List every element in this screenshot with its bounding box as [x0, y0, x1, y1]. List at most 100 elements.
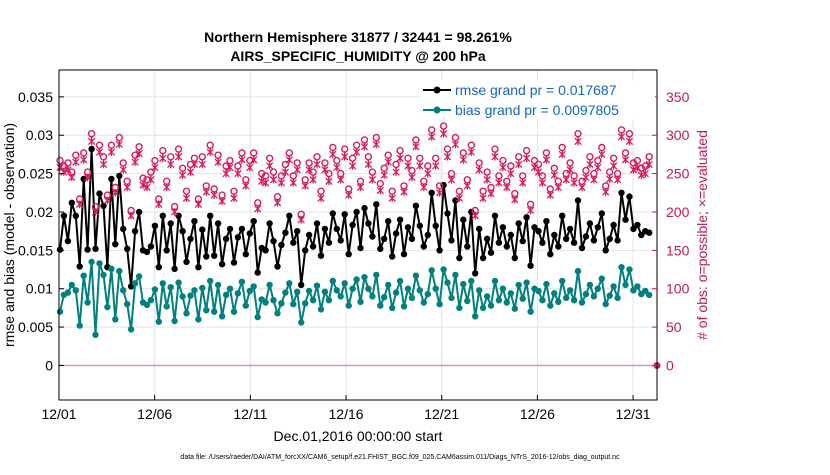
obs-evaluated-marker	[416, 162, 424, 170]
data-point	[143, 248, 151, 256]
data-point	[610, 221, 617, 229]
obs-evaluated-marker	[309, 175, 317, 184]
data-point	[329, 277, 336, 285]
data-point	[424, 231, 431, 239]
data-point	[112, 241, 119, 248]
data-point	[171, 265, 178, 272]
data-point	[155, 264, 162, 271]
right-tick-label: 150	[666, 242, 690, 258]
data-point	[479, 254, 487, 262]
left-tick-label: 0.015	[18, 242, 53, 258]
data-point	[246, 230, 253, 237]
data-point	[278, 300, 285, 307]
obs-evaluated-marker	[265, 162, 274, 170]
obs-evaluated-marker	[360, 142, 369, 151]
obs-evaluated-marker	[99, 160, 108, 169]
data-point	[373, 201, 380, 208]
obs-evaluated-marker	[123, 183, 131, 192]
data-point	[483, 293, 491, 300]
obs-evaluated-marker	[182, 194, 191, 202]
obs-evaluated-marker	[582, 173, 590, 182]
obs-evaluated-marker	[609, 162, 618, 170]
obs-evaluated-marker	[76, 200, 84, 209]
obs-evaluated-marker	[139, 181, 147, 189]
obs-evaluated-marker	[602, 188, 610, 196]
obs-evaluated-marker	[60, 168, 68, 176]
data-point	[570, 239, 578, 246]
data-point	[400, 251, 408, 258]
obs-evaluated-marker	[562, 175, 570, 184]
data-point	[606, 235, 613, 242]
data-point	[456, 304, 463, 312]
obs-evaluated-marker	[400, 188, 408, 196]
data-point	[88, 258, 95, 266]
data-point	[614, 294, 621, 302]
data-point	[408, 235, 416, 242]
data-point	[499, 224, 507, 231]
data-point	[622, 216, 629, 223]
obs-evaluated-marker	[594, 163, 602, 172]
obs-evaluated-marker	[285, 156, 293, 164]
data-point	[135, 273, 143, 280]
obs-evaluated-marker	[194, 200, 203, 209]
obs-evaluated-marker	[384, 158, 392, 166]
data-point	[135, 208, 143, 216]
obs-evaluated-marker	[155, 200, 163, 209]
right-tick-label: 100	[666, 281, 690, 297]
right-axis: 0 50 100 150 200 250 300 350	[652, 89, 690, 373]
data-point	[389, 253, 396, 260]
data-point	[400, 303, 408, 310]
data-point	[436, 247, 443, 254]
data-point	[222, 235, 230, 242]
data-point	[630, 287, 637, 294]
data-point	[483, 235, 491, 242]
data-point	[167, 284, 174, 291]
obs-evaluated-marker	[87, 137, 96, 146]
obs-evaluated-marker	[408, 173, 416, 182]
right-tick-label: 200	[666, 204, 690, 220]
obs-evaluated-marker	[613, 175, 622, 184]
obs-evaluated-marker	[412, 142, 420, 151]
data-point	[622, 281, 629, 289]
obs-evaluated-marker	[186, 168, 195, 176]
data-point	[282, 229, 289, 236]
obs-evaluated-marker	[167, 160, 175, 169]
data-point	[262, 247, 269, 254]
data-point	[452, 271, 459, 279]
data-point	[436, 300, 443, 308]
data-point	[124, 245, 131, 252]
obs-evaluated-marker	[269, 175, 278, 184]
data-point	[440, 266, 447, 273]
data-point	[361, 274, 368, 281]
data-point	[610, 283, 617, 290]
data-point	[424, 290, 431, 298]
data-point	[195, 316, 202, 323]
obs-evaluated-marker	[475, 166, 483, 174]
data-point	[191, 287, 198, 294]
data-point	[341, 211, 348, 218]
x-tick-label: 12/01	[41, 406, 76, 422]
data-point	[404, 224, 412, 231]
data-point	[428, 267, 435, 274]
obs-evaluated-marker	[348, 162, 357, 170]
obs-evaluated-marker	[522, 154, 531, 163]
data-point	[309, 297, 317, 304]
data-point	[630, 225, 637, 233]
obs-evaluated-marker	[558, 150, 566, 159]
obs-evaluated-marker	[542, 156, 551, 164]
data-point	[547, 302, 554, 309]
data-point	[305, 287, 313, 295]
data-point	[594, 224, 601, 231]
left-tick-label: 0.02	[26, 204, 53, 220]
data-point	[302, 300, 309, 307]
obs-evaluated-marker	[305, 166, 313, 174]
data-point	[298, 319, 305, 326]
data-point	[333, 225, 340, 233]
data-point	[551, 290, 558, 297]
obs-evaluated-marker	[376, 186, 384, 195]
obs-evaluated-marker	[495, 179, 503, 187]
x-axis-label: Dec.01,2016 00:00:00 start	[274, 428, 443, 444]
obs-evaluated-marker	[519, 179, 527, 187]
data-point	[278, 241, 285, 249]
obs-evaluated-marker	[226, 163, 234, 172]
